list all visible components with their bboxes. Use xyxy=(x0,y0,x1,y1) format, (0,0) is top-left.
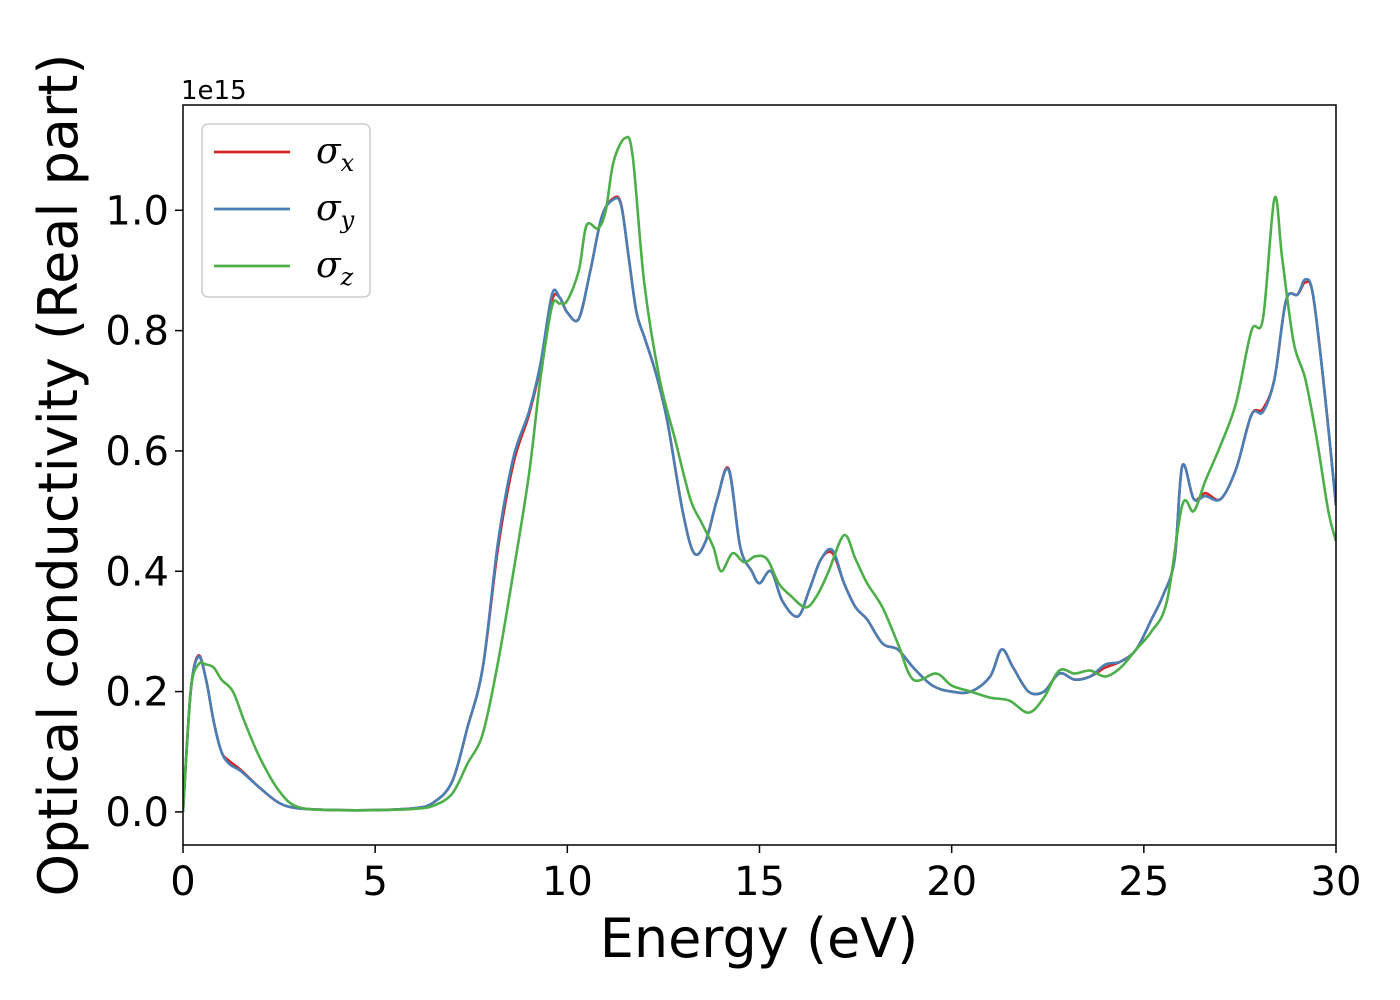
x-tick-label: 10 xyxy=(542,859,593,905)
y-axis: 0.0 0.2 0.4 0.6 0.8 1.0 xyxy=(105,188,183,836)
y-tick-label: 0.0 xyxy=(105,790,169,836)
y-tick-label: 0.4 xyxy=(105,549,169,595)
x-tick-label: 30 xyxy=(1311,859,1362,905)
y-tick-label: 0.2 xyxy=(105,670,169,716)
x-tick-label: 0 xyxy=(170,859,195,905)
x-tick-label: 25 xyxy=(1118,859,1169,905)
y-tick-label: 0.8 xyxy=(105,309,169,355)
y-offset-label: 1e15 xyxy=(181,76,247,106)
x-axis: 0 5 10 15 20 25 30 xyxy=(170,845,1361,905)
x-tick-label: 5 xyxy=(362,859,387,905)
x-tick-label: 20 xyxy=(926,859,977,905)
x-axis-label: Energy (eV) xyxy=(600,907,919,970)
x-tick-label: 15 xyxy=(734,859,785,905)
series-line-z xyxy=(183,135,1336,812)
y-axis-label: Optical conductivity (Real part) xyxy=(27,54,90,897)
y-tick-label: 1.0 xyxy=(105,188,169,234)
legend-frame xyxy=(201,123,371,298)
series-layer xyxy=(183,135,1336,812)
y-tick-label: 0.6 xyxy=(105,429,169,475)
